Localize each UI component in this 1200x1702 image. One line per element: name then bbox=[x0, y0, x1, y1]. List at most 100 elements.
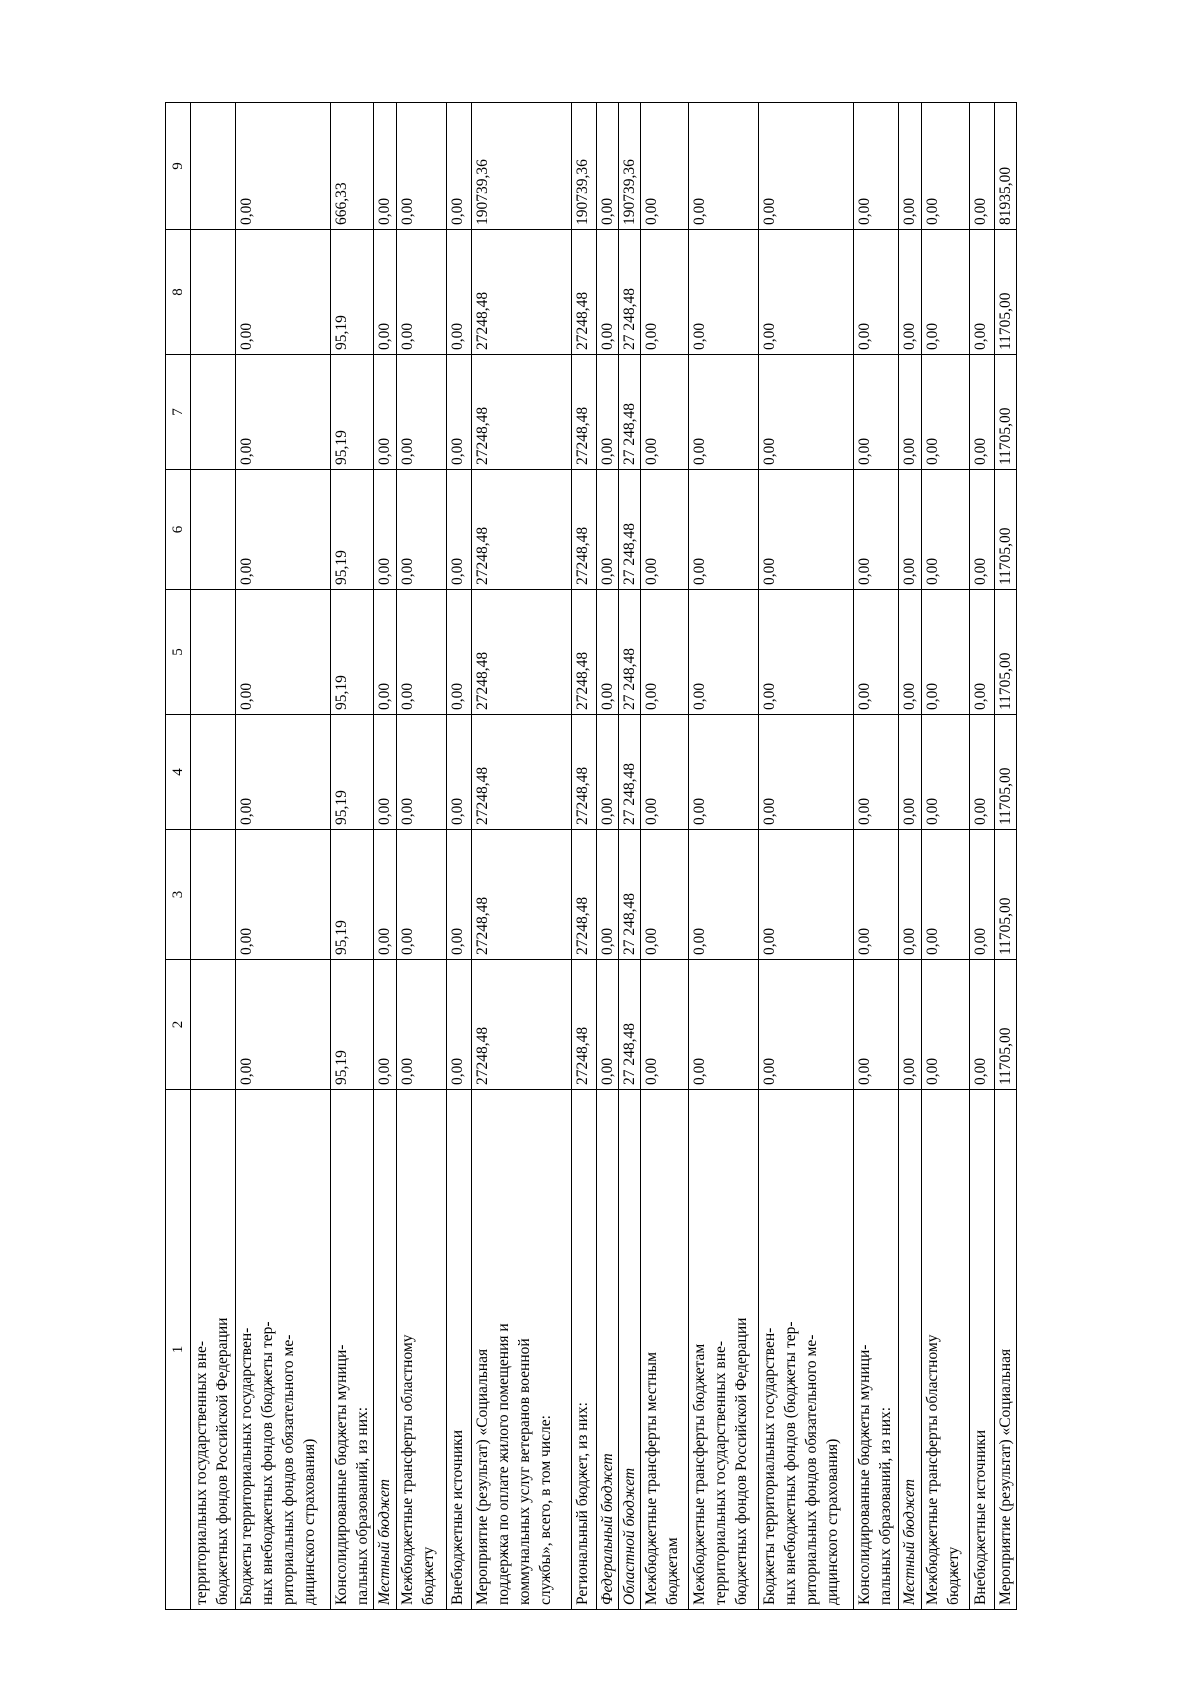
value-cell: 0,00 bbox=[596, 829, 619, 960]
value-cell: 0,00 bbox=[969, 354, 995, 470]
table-row: Федеральный бюджет 0,00 0,00 0,00 0,00 0,00 0,… bbox=[596, 102, 619, 1610]
value-cell: 0,00 bbox=[853, 354, 899, 470]
value-cell bbox=[190, 829, 236, 960]
value-cell: 0,00 bbox=[921, 469, 970, 590]
value-cell: 0,00 bbox=[596, 714, 619, 830]
value-cell: 0,00 bbox=[969, 829, 995, 960]
table-row: Мероприятие (результат) «Социальная 11705… bbox=[994, 102, 1017, 1610]
value-cell: 27248,48 bbox=[471, 959, 572, 1090]
value-cell: 0,00 bbox=[640, 102, 689, 230]
value-cell: 0,00 bbox=[396, 589, 447, 715]
value-cell: 0,00 bbox=[969, 589, 995, 715]
value-cell: 0,00 bbox=[688, 102, 759, 230]
value-cell bbox=[190, 589, 236, 715]
row-label: Внебюджетные источники bbox=[446, 1089, 472, 1610]
value-cell: 0,00 bbox=[373, 229, 397, 355]
value-cell: 27248,48 bbox=[571, 469, 597, 590]
value-cell: 190739,36 bbox=[471, 102, 572, 230]
table-row: Мероприятие (результат) «Социальная подд… bbox=[471, 102, 572, 1610]
row-label: Межбюджетные трансферты областному бюдже… bbox=[396, 1089, 447, 1610]
row-label: Мероприятие (результат) «Социальная bbox=[994, 1089, 1017, 1610]
table-row: Межбюджетные трансферты областному бюдже… bbox=[921, 102, 970, 1610]
value-cell: 0,00 bbox=[235, 589, 331, 715]
row-label: Бюджеты территориальных государствен- ны… bbox=[758, 1089, 854, 1610]
value-cell: 0,00 bbox=[969, 959, 995, 1090]
value-cell: 11705,00 bbox=[994, 229, 1017, 355]
value-cell: 0,00 bbox=[373, 102, 397, 230]
value-cell bbox=[190, 229, 236, 355]
value-cell: 27 248,48 bbox=[618, 229, 641, 355]
value-cell: 0,00 bbox=[396, 354, 447, 470]
value-cell: 0,00 bbox=[373, 829, 397, 960]
value-cell: 0,00 bbox=[688, 229, 759, 355]
row-label: территориальных государственных вне- бюд… bbox=[190, 1089, 236, 1610]
value-cell: 27248,48 bbox=[571, 829, 597, 960]
value-cell: 0,00 bbox=[758, 469, 854, 590]
value-cell: 95,19 bbox=[330, 229, 374, 355]
value-cell: 27248,48 bbox=[471, 829, 572, 960]
table-row: территориальных государственных вне- бюд… bbox=[190, 102, 236, 1610]
table-row: Региональный бюджет, из них: 27248,48 2724… bbox=[571, 102, 597, 1610]
value-cell: 0,00 bbox=[853, 229, 899, 355]
value-cell bbox=[190, 469, 236, 590]
row-label: Межбюджетные трансферты бюджетам террито… bbox=[688, 1089, 759, 1610]
table-row: Межбюджетные трансферты местным бюджетам… bbox=[640, 102, 689, 1610]
value-cell: 27 248,48 bbox=[618, 469, 641, 590]
row-label: Мероприятие (результат) «Социальная подд… bbox=[471, 1089, 572, 1610]
row-label: Федеральный бюджет bbox=[596, 1089, 619, 1610]
value-cell: 0,00 bbox=[640, 829, 689, 960]
value-cell: 0,00 bbox=[688, 959, 759, 1090]
value-cell: 27248,48 bbox=[571, 959, 597, 1090]
value-cell: 0,00 bbox=[921, 959, 970, 1090]
value-cell: 0,00 bbox=[235, 354, 331, 470]
row-label: Консолидированные бюджеты муници- пальны… bbox=[330, 1089, 374, 1610]
value-cell: 0,00 bbox=[396, 102, 447, 230]
value-cell: 666,33 bbox=[330, 102, 374, 230]
value-cell: 27248,48 bbox=[571, 714, 597, 830]
column-number-header: 9 bbox=[165, 102, 191, 230]
value-cell: 0,00 bbox=[373, 354, 397, 470]
table-row: Областной бюджет 27 248,48 27 248,48 27 248… bbox=[618, 102, 641, 1610]
row-label: Межбюджетные трансферты местным бюджетам bbox=[640, 1089, 689, 1610]
value-cell bbox=[190, 102, 236, 230]
value-cell: 0,00 bbox=[921, 354, 970, 470]
value-cell: 0,00 bbox=[596, 354, 619, 470]
value-cell: 0,00 bbox=[969, 469, 995, 590]
value-cell: 0,00 bbox=[446, 469, 472, 590]
value-cell: 0,00 bbox=[853, 829, 899, 960]
value-cell: 0,00 bbox=[853, 469, 899, 590]
value-cell: 0,00 bbox=[898, 469, 922, 590]
table-row: Внебюджетные источники 0,00 0,00 0,00 0,00 0,… bbox=[446, 102, 472, 1610]
value-cell: 0,00 bbox=[640, 229, 689, 355]
value-cell: 0,00 bbox=[969, 229, 995, 355]
value-cell: 0,00 bbox=[898, 229, 922, 355]
value-cell: 0,00 bbox=[373, 714, 397, 830]
column-number-header: 2 bbox=[165, 959, 191, 1090]
value-cell: 0,00 bbox=[758, 829, 854, 960]
value-cell: 0,00 bbox=[758, 102, 854, 230]
value-cell: 81935,00 bbox=[994, 102, 1017, 230]
value-cell: 27 248,48 bbox=[618, 829, 641, 960]
value-cell: 27 248,48 bbox=[618, 959, 641, 1090]
value-cell: 0,00 bbox=[446, 829, 472, 960]
value-cell: 190739,36 bbox=[571, 102, 597, 230]
row-label: Региональный бюджет, из них: bbox=[571, 1089, 597, 1610]
value-cell: 0,00 bbox=[853, 589, 899, 715]
value-cell: 0,00 bbox=[446, 229, 472, 355]
value-cell: 0,00 bbox=[373, 469, 397, 590]
value-cell: 0,00 bbox=[596, 229, 619, 355]
value-cell: 0,00 bbox=[898, 714, 922, 830]
value-cell: 95,19 bbox=[330, 714, 374, 830]
value-cell: 0,00 bbox=[396, 229, 447, 355]
value-cell: 0,00 bbox=[688, 714, 759, 830]
value-cell: 0,00 bbox=[396, 714, 447, 830]
value-cell: 0,00 bbox=[921, 102, 970, 230]
value-cell: 0,00 bbox=[969, 102, 995, 230]
value-cell: 0,00 bbox=[235, 829, 331, 960]
column-number-header: 4 bbox=[165, 714, 191, 830]
value-cell: 0,00 bbox=[640, 354, 689, 470]
value-cell: 95,19 bbox=[330, 354, 374, 470]
value-cell: 0,00 bbox=[688, 829, 759, 960]
